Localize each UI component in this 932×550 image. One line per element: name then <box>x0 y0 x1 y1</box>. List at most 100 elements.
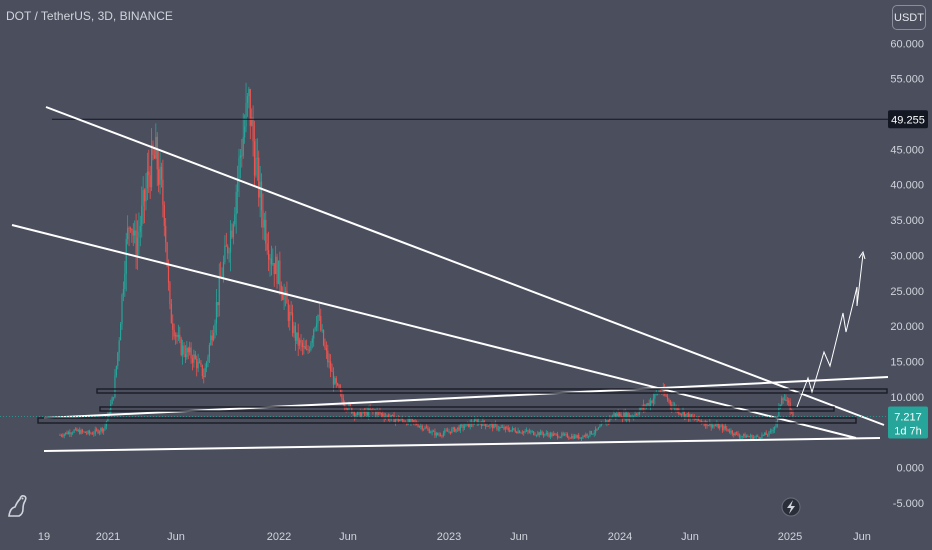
x-tick-label: Jun <box>510 531 528 543</box>
candle-body <box>236 178 239 192</box>
candle-body <box>234 214 236 225</box>
candle-body <box>451 428 453 433</box>
time-axis[interactable]: 19 2021 Jun 2022 Jun 2023 Jun 2024 Jun 2025 Jun <box>38 531 871 543</box>
candle-body <box>158 169 160 185</box>
candle-body <box>431 430 433 433</box>
projection-path <box>796 253 864 408</box>
candle-body <box>417 424 419 427</box>
candle-body <box>346 409 349 411</box>
candle-body <box>228 252 230 254</box>
symbol-title[interactable]: DOT / TetherUS, 3D, BINANCE <box>6 9 173 23</box>
candle-body <box>165 225 167 243</box>
candle-body <box>595 428 597 433</box>
candle-body <box>208 344 210 357</box>
candle-body <box>314 327 316 330</box>
candle-body <box>386 415 388 417</box>
candle-body <box>235 191 237 215</box>
candle-body <box>786 400 788 402</box>
candle-body <box>448 431 450 433</box>
candle-body <box>483 420 485 424</box>
level-price-text: 49.255 <box>891 114 925 126</box>
candle-body <box>648 403 650 406</box>
candle-body <box>248 88 250 97</box>
candle-body <box>277 260 280 284</box>
candle-body <box>504 426 507 430</box>
candle-body <box>283 294 285 300</box>
candle-body <box>315 323 318 328</box>
candle-body <box>341 391 343 399</box>
candle-body <box>204 367 206 378</box>
candle-body <box>270 258 273 265</box>
candle-body <box>575 435 577 438</box>
candle-body <box>679 413 681 415</box>
candle-body <box>146 171 148 189</box>
candle-body <box>617 413 619 417</box>
y-tick-label: -5.000 <box>893 498 924 510</box>
candles-layer <box>59 82 794 441</box>
candle-body <box>676 408 678 411</box>
candle-body <box>766 434 769 436</box>
candle-body <box>203 376 205 378</box>
candle-body <box>59 434 61 436</box>
candle-body <box>253 141 256 176</box>
candle-body <box>590 431 592 435</box>
candle-body <box>734 432 736 436</box>
candle-body <box>545 432 547 435</box>
candle-body <box>438 434 440 436</box>
candle-body <box>665 394 667 397</box>
candle-body <box>399 420 401 422</box>
candle-body <box>84 431 86 433</box>
candle-body <box>184 354 187 358</box>
candle-body <box>685 414 687 418</box>
candle-body <box>434 431 436 436</box>
candle-body <box>112 397 115 399</box>
candle-body <box>647 403 649 406</box>
candle-body <box>730 430 732 433</box>
candle-body <box>213 332 215 341</box>
candle-body <box>599 426 601 428</box>
candle-body <box>252 117 254 142</box>
candle-body <box>142 189 144 206</box>
candle-body <box>401 418 404 421</box>
candle-body <box>256 157 258 159</box>
candle-body <box>455 428 457 432</box>
candle-body <box>445 430 447 432</box>
candle-body <box>128 227 130 229</box>
candle-body <box>370 409 373 411</box>
candle-body <box>255 158 257 176</box>
candle-body <box>620 413 622 419</box>
candle-body <box>721 425 724 430</box>
candle-body <box>101 428 103 432</box>
candle-body <box>390 415 392 418</box>
candle-body <box>659 390 662 392</box>
price-axis[interactable]: 60.00055.00050.00045.00040.00035.00030.0… <box>890 38 924 510</box>
candle-body <box>108 412 110 414</box>
candle-body <box>597 427 600 430</box>
currency-unit-button[interactable]: USDT <box>892 5 926 30</box>
candle-body <box>566 434 569 438</box>
candle-body <box>733 433 735 436</box>
candle-body <box>486 425 488 427</box>
candle-body <box>344 404 346 408</box>
candle-body <box>690 414 693 418</box>
candle-body <box>555 433 557 435</box>
candle-body <box>118 340 120 353</box>
candle-body <box>741 436 743 437</box>
candle-body <box>134 230 136 236</box>
horizontal-zone-box <box>96 388 888 394</box>
candle-body <box>369 408 371 411</box>
candle-body <box>67 432 70 435</box>
candle-body <box>517 430 519 434</box>
x-tick-label: 2021 <box>96 531 120 543</box>
candle-body <box>182 345 184 356</box>
candle-body <box>138 231 140 238</box>
candle-body <box>296 332 298 341</box>
candle-body <box>707 425 709 427</box>
candle-body <box>207 356 209 363</box>
y-tick-label: 10.000 <box>890 392 924 404</box>
candle-body <box>683 411 686 418</box>
candle-body <box>267 250 270 260</box>
candle-body <box>214 323 216 333</box>
candle-body <box>284 290 287 295</box>
